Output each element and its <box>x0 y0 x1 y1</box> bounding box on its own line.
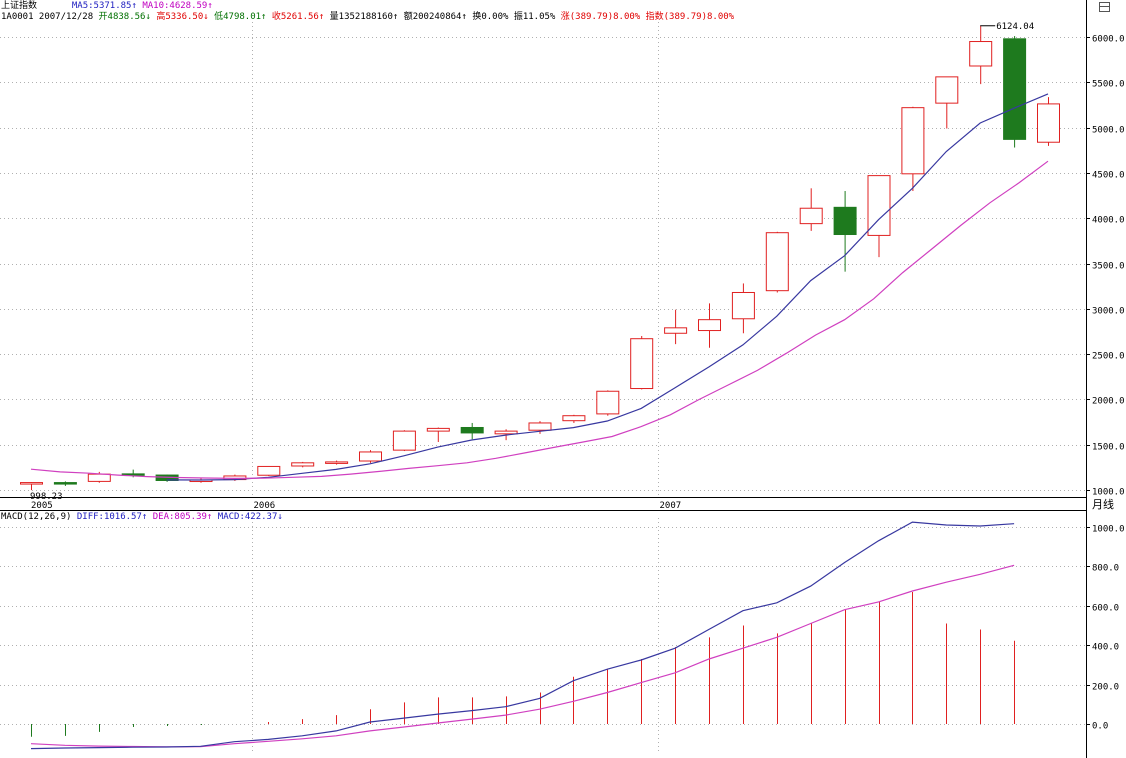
ma5-line <box>166 93 1049 481</box>
price-tick-label: 1500.0 <box>1092 443 1125 453</box>
candle-body <box>935 76 959 104</box>
price-tick-label: 4500.0 <box>1092 171 1125 181</box>
candle-body <box>528 422 552 431</box>
candle-body <box>1037 103 1060 143</box>
change-readout: 涨(389.79)8.00% <box>560 12 641 22</box>
candle-body <box>765 232 789 292</box>
ma10-readout: MA10:4628.59↑ <box>142 1 213 11</box>
candle-body <box>969 41 993 67</box>
macd-readout: MACD:422.37↓ <box>217 512 283 522</box>
x-tick-label: 2006 <box>254 501 276 511</box>
window-toggle-icon[interactable] <box>1099 2 1110 12</box>
candle-body <box>87 473 111 482</box>
price-tick-label: 5000.0 <box>1092 126 1125 136</box>
macd-tick-label: 200.0 <box>1092 683 1119 693</box>
close-readout: 收5261.56↑ <box>271 12 325 22</box>
macd-tick-label: 800.0 <box>1092 564 1119 574</box>
candle-body <box>392 430 416 451</box>
candle-body <box>426 427 450 432</box>
ma5-readout: MA5:5371.85↑ <box>71 1 137 11</box>
price-tick-label: 5500.0 <box>1092 80 1125 90</box>
price-tick-label: 6000.0 <box>1092 35 1125 45</box>
diff-line <box>30 521 1015 750</box>
candle-body <box>799 207 823 225</box>
candle-body <box>698 319 721 332</box>
macd-title: MACD(12,26,9) <box>1 512 72 522</box>
candle-body <box>867 175 891 236</box>
candle-body <box>833 206 857 236</box>
candle-body <box>596 390 620 415</box>
candle-body <box>901 107 925 175</box>
price-tick-label: 2500.0 <box>1092 352 1125 362</box>
candle-body <box>20 482 43 485</box>
candle-body <box>494 430 518 435</box>
period-label: 月线 <box>1092 498 1114 511</box>
macd-tick-label: 400.0 <box>1092 643 1119 653</box>
candle-body <box>731 291 755 320</box>
candle-body <box>562 415 586 422</box>
ma10-line <box>30 160 1049 480</box>
candle-body <box>460 426 484 434</box>
price-tick-label: 4000.0 <box>1092 216 1125 226</box>
high-readout: 高5336.50↓ <box>156 12 209 22</box>
index-title: 上证指数 <box>1 1 38 11</box>
turnover-readout: 换0.00% <box>472 12 509 22</box>
price-tick-label: 1000.0 <box>1092 488 1125 498</box>
volume-readout: 量1352188160↑ <box>329 12 399 22</box>
price-tick-label: 3000.0 <box>1092 307 1125 317</box>
macd-info-line: MACD(12,26,9) DIFF:1016.57↑ DEA:805.39↑ … <box>1 512 283 523</box>
price-tick-label: 3500.0 <box>1092 262 1125 272</box>
x-tick-label: 2005 <box>31 501 53 511</box>
low-annotation: 998.23 <box>30 492 63 502</box>
amount-readout: 额200240864↑ <box>403 12 467 22</box>
candle-body <box>1003 38 1027 140</box>
macd-tick-label: 0.0 <box>1092 722 1108 732</box>
candle-body <box>53 482 77 485</box>
dea-line <box>30 564 1015 748</box>
dea-readout: DEA:805.39↑ <box>152 512 213 522</box>
code-date: 1A0001 2007/12/28 <box>1 12 94 22</box>
info-line-2: 1A0001 2007/12/28 开4838.56↓ 高5336.50↓ 低4… <box>1 12 734 23</box>
diff-readout: DIFF:1016.57↑ <box>76 512 148 522</box>
candle-body <box>325 461 349 464</box>
index-change-readout: 指数(389.79)8.00% <box>645 12 735 22</box>
amplitude-readout: 振11.05% <box>513 12 556 22</box>
info-line-1: 上证指数 MA5:5371.85↑ MA10:4628.59↑ <box>1 1 213 12</box>
open-readout: 开4838.56↓ <box>98 12 151 22</box>
macd-tick-label: 1000.0 <box>1092 525 1125 535</box>
candle-body <box>257 465 281 476</box>
candle-body <box>630 338 654 390</box>
price-tick-label: 2000.0 <box>1092 397 1125 407</box>
x-tick-label: 2007 <box>660 501 682 511</box>
macd-tick-label: 600.0 <box>1092 604 1119 614</box>
candle-body <box>664 327 688 334</box>
candle-body <box>291 462 315 467</box>
high-annotation: 6124.04 <box>996 22 1034 32</box>
candle-body <box>359 451 382 462</box>
low-readout: 低4798.01↑ <box>214 12 267 22</box>
